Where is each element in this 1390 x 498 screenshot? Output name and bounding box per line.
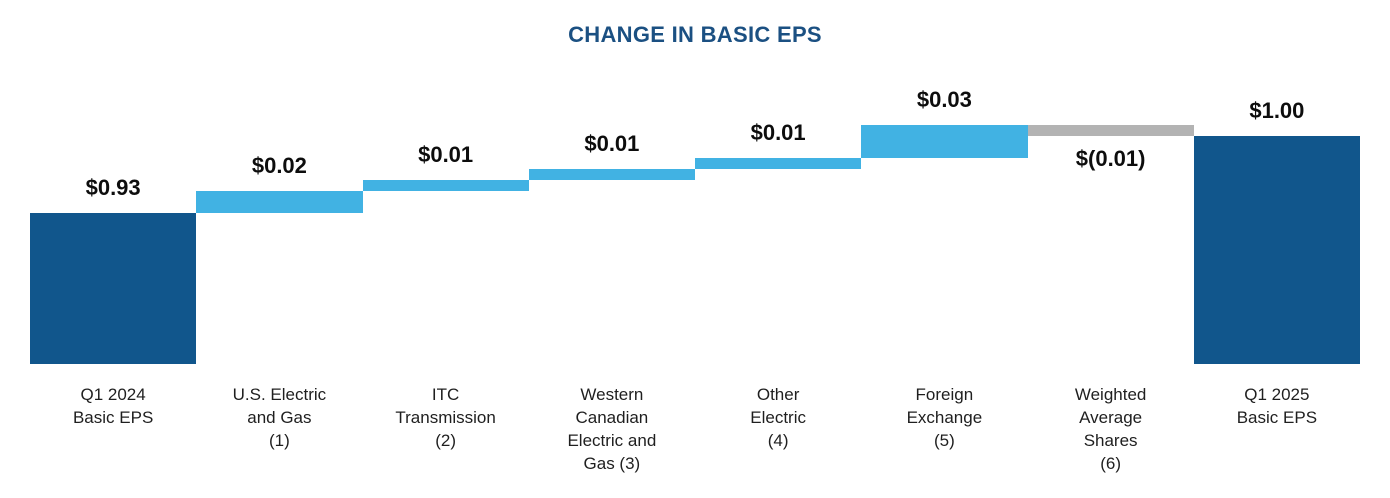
bar-value-label: $0.02 [251, 153, 307, 178]
waterfall-bar-total [30, 213, 197, 364]
waterfall-bar-increase [196, 191, 363, 213]
bar-category-label: Weighted Average Shares (6) [1074, 385, 1147, 473]
waterfall-bar-increase [528, 169, 695, 180]
bar-value-label: $1.00 [1249, 98, 1305, 123]
bar-category-label: Q1 2024 Basic EPS [72, 385, 154, 427]
waterfall-bar-increase [362, 180, 529, 191]
bar-category-label: Other Electric (4) [750, 385, 806, 450]
waterfall-bar-total [1193, 136, 1360, 364]
waterfall-bar-increase [861, 125, 1028, 158]
bar-category-label: ITC Transmission (2) [395, 385, 496, 450]
chart-title: CHANGE IN BASIC EPS [568, 22, 822, 47]
bar-value-label: $0.01 [750, 120, 806, 145]
bar-value-label: $0.93 [85, 175, 141, 200]
bar-value-label: $(0.01) [1075, 146, 1146, 171]
bar-category-label: Foreign Exchange (5) [906, 385, 983, 450]
bar-category-label: Western Canadian Electric and Gas (3) [567, 385, 657, 473]
bar-category-label: Q1 2025 Basic EPS [1236, 385, 1318, 427]
bar-category-label: U.S. Electric and Gas (1) [232, 385, 327, 450]
waterfall-bar-increase [695, 158, 862, 169]
bar-value-label: $0.01 [584, 131, 640, 156]
waterfall-bar-decrease [1027, 125, 1194, 136]
bar-value-label: $0.03 [916, 87, 972, 112]
bar-value-label: $0.01 [418, 142, 474, 167]
